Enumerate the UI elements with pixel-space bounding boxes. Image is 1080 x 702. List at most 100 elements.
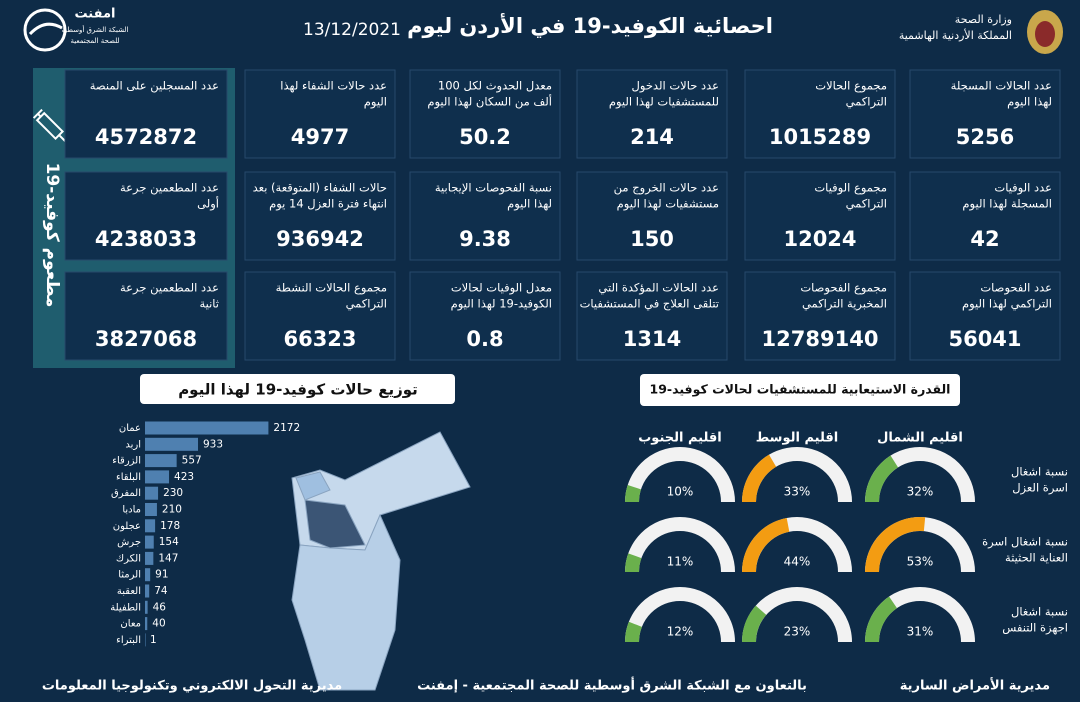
value-label: 147 bbox=[158, 552, 178, 564]
gauge-value: 23% bbox=[784, 625, 811, 639]
stat-label: عدد الوفيات bbox=[994, 181, 1052, 196]
category-label: الكرك bbox=[116, 553, 141, 564]
bar bbox=[145, 551, 154, 565]
stat-label: عدد المطعمين جرعة bbox=[120, 181, 219, 196]
syringe-icon bbox=[32, 108, 67, 143]
region-label: اقليم الشمال bbox=[877, 431, 963, 446]
gauge-fill bbox=[625, 621, 642, 643]
gauge-value: 33% bbox=[784, 485, 811, 499]
stat-label: المخبرية التراكمي bbox=[802, 297, 887, 312]
stat-label: عدد حالات الدخول bbox=[632, 79, 719, 94]
stat-label: لهذا اليوم bbox=[507, 197, 552, 212]
value-label: 178 bbox=[160, 520, 180, 532]
value-label: 40 bbox=[152, 618, 165, 630]
stat-card bbox=[244, 171, 396, 261]
stat-label: معدل الحدوث لكل 100 bbox=[438, 79, 552, 94]
stat-card bbox=[64, 69, 228, 159]
stat-card bbox=[909, 69, 1061, 159]
gauge-fill bbox=[742, 605, 767, 643]
ministry: وزارة الصحة bbox=[955, 13, 1012, 26]
category-label: الزرقاء bbox=[112, 456, 141, 467]
region-label: اقليم الجنوب bbox=[638, 431, 722, 446]
region-label: اقليم الوسط bbox=[756, 431, 839, 446]
bar-title: توزيع حالات كوفيد-19 لهذا اليوم bbox=[178, 381, 418, 399]
category-label: البتراء bbox=[116, 635, 141, 646]
stat-value: 150 bbox=[630, 227, 674, 251]
value-label: 210 bbox=[162, 504, 182, 516]
stat-label: أولى bbox=[197, 196, 219, 212]
stat-label: اليوم bbox=[364, 95, 387, 110]
bar bbox=[145, 470, 170, 484]
gauge-title: القدرة الاستيعابية للمستشفيات لحالات كوف… bbox=[650, 382, 951, 397]
category-label: العقبة bbox=[117, 586, 141, 597]
stat-card bbox=[576, 69, 728, 159]
bar bbox=[145, 486, 159, 500]
gauge-track bbox=[625, 587, 735, 643]
bar bbox=[145, 503, 157, 516]
stat-label: المسجلة لهذا اليوم bbox=[962, 197, 1052, 212]
stat-value: 4977 bbox=[291, 125, 349, 149]
category-label: مادبا bbox=[122, 505, 141, 516]
category-label: المفرق bbox=[111, 488, 141, 499]
footer-text: مديرية التحول الالكتروني وتكنولوجيا المع… bbox=[42, 679, 342, 694]
gauge-fill bbox=[625, 485, 642, 503]
stat-label: عدد الحالات المؤكدة التي bbox=[598, 281, 719, 296]
stat-card bbox=[744, 171, 896, 261]
stat-label: معدل الوفيات لحالات bbox=[451, 281, 552, 296]
stat-label: عدد الحالات المسجلة bbox=[951, 79, 1052, 93]
footer-text: بالتعاون مع الشبكة الشرق أوسطية للصحة ال… bbox=[417, 677, 807, 694]
bar bbox=[145, 535, 154, 549]
emblem bbox=[1027, 10, 1063, 54]
gauge-value: 31% bbox=[907, 625, 934, 639]
bar-title-box bbox=[140, 374, 455, 404]
stat-card bbox=[909, 171, 1061, 261]
stat-label: مستشفيات لهذا اليوم bbox=[617, 197, 719, 212]
stat-label: لهذا اليوم bbox=[1007, 95, 1052, 110]
category-label: عمان bbox=[119, 423, 141, 434]
stat-value: 1314 bbox=[623, 327, 681, 351]
gauge-value: 11% bbox=[667, 555, 694, 569]
logo-name: امفنت bbox=[75, 7, 116, 22]
stat-value: 4238033 bbox=[95, 227, 197, 251]
value-label: 74 bbox=[154, 585, 168, 597]
date: 13/12/2021 bbox=[303, 20, 401, 40]
row-label: اجهزة التنفس bbox=[1002, 621, 1068, 636]
gauge-fill bbox=[742, 517, 790, 573]
stat-label: التراكمي لهذا اليوم bbox=[962, 297, 1052, 312]
title: احصائية الكوفيد-19 في الأردن ليوم bbox=[407, 12, 773, 38]
ministry: المملكة الأردنية الهاشمية bbox=[899, 28, 1012, 42]
stat-card bbox=[576, 271, 728, 361]
value-label: 91 bbox=[155, 569, 168, 581]
stat-value: 936942 bbox=[276, 227, 364, 251]
stat-label: التراكمي bbox=[846, 197, 887, 212]
value-label: 46 bbox=[153, 601, 167, 613]
stat-label: للمستشفيات لهذا اليوم bbox=[609, 95, 719, 110]
stat-label: حالات الشفاء (المتوقعة) بعد bbox=[253, 181, 387, 196]
stat-value: 3827068 bbox=[95, 327, 197, 351]
gauge-value: 53% bbox=[907, 555, 934, 569]
stat-label: نسبة الفحوصات الإيجابية bbox=[435, 181, 552, 196]
stat-card bbox=[909, 271, 1061, 361]
bar bbox=[145, 519, 156, 533]
bar bbox=[145, 568, 151, 582]
stat-value: 56041 bbox=[948, 327, 1021, 351]
stat-value: 50.2 bbox=[459, 125, 511, 149]
gauge-track bbox=[625, 447, 735, 503]
bar bbox=[145, 584, 150, 598]
stat-label: مجموع الوفيات bbox=[814, 181, 887, 196]
value-label: 2172 bbox=[273, 422, 300, 434]
gauge-value: 10% bbox=[667, 485, 694, 499]
stat-value: 12024 bbox=[783, 227, 856, 251]
stat-label: مجموع الحالات bbox=[815, 79, 887, 94]
stat-label: عدد المطعمين جرعة bbox=[120, 281, 219, 296]
stat-label: عدد المسجلين على المنصة bbox=[90, 79, 219, 94]
gauge-fill bbox=[865, 455, 899, 503]
gauge-fill bbox=[625, 553, 642, 573]
value-label: 230 bbox=[163, 487, 183, 499]
stat-value: 0.8 bbox=[466, 327, 503, 351]
gauge-fill bbox=[865, 596, 898, 643]
category-label: البلقاء bbox=[116, 472, 141, 483]
logo-subtitle: الشبكة الشرق أوسطية bbox=[62, 25, 129, 34]
